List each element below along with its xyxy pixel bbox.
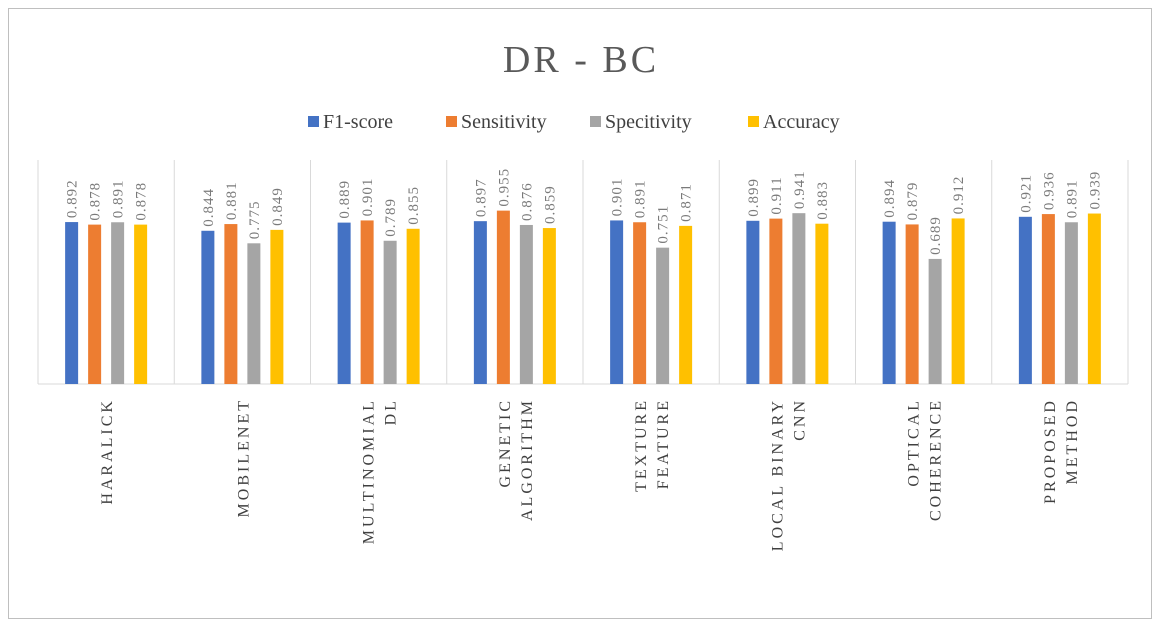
bar-f1-score-5 — [746, 220, 760, 384]
bar-f1-score-0 — [65, 222, 79, 384]
data-label: 0.878 — [88, 182, 104, 221]
bar-accuracy-1 — [270, 229, 284, 384]
legend-item-specitivity: Specitivity — [590, 111, 692, 133]
bar-specitivity-3 — [519, 224, 533, 384]
bar-sensitivity-5 — [769, 218, 783, 384]
data-label: 0.879 — [905, 182, 921, 221]
bar-specitivity-0 — [111, 222, 125, 384]
data-label: 0.891 — [111, 179, 127, 218]
category-label: ALGORITHM — [519, 398, 536, 521]
category-label: GENETIC — [497, 398, 514, 487]
category-label: MULTINOMIAL — [361, 398, 378, 544]
legend-swatch — [748, 116, 759, 127]
data-label: 0.844 — [201, 188, 217, 227]
bar-specitivity-2 — [383, 240, 397, 384]
legend-swatch — [446, 116, 457, 127]
bar-sensitivity-3 — [496, 210, 510, 384]
category-label: LOCAL BINARY — [769, 398, 786, 551]
category-label: PROPOSED — [1042, 398, 1059, 504]
category-label: CNN — [791, 398, 808, 441]
bar-sensitivity-0 — [88, 224, 102, 384]
data-label: 0.751 — [656, 205, 672, 244]
data-label: 0.889 — [337, 180, 353, 219]
legend-swatch — [308, 116, 319, 127]
bar-accuracy-6 — [951, 218, 965, 384]
legend-label: Accuracy — [763, 111, 840, 133]
data-label: 0.859 — [542, 185, 558, 224]
plot-area: 0.892 0.878 0.891 0.878 HARALICK 0.844 0.881 0.… — [37, 160, 1129, 551]
category-label: COHERENCE — [928, 398, 945, 521]
bar-sensitivity-2 — [360, 220, 374, 384]
data-label: 0.689 — [928, 216, 944, 255]
data-label: 0.911 — [769, 176, 785, 214]
bar-specitivity-6 — [928, 258, 942, 384]
bar-specitivity-7 — [1064, 222, 1078, 384]
category-label: HARALICK — [99, 398, 116, 505]
data-label: 0.936 — [1041, 171, 1057, 210]
legend-item-f1-score: F1-score — [308, 111, 393, 133]
legend-item-accuracy: Accuracy — [748, 111, 840, 133]
data-label: 0.892 — [65, 179, 81, 218]
legend: F1-score Sensitivity Specitivity Accuracy — [308, 111, 840, 133]
data-label: 0.891 — [633, 179, 649, 218]
data-label: 0.789 — [383, 198, 399, 237]
legend-swatch — [590, 116, 601, 127]
legend-label: F1-score — [323, 111, 393, 133]
bar-specitivity-1 — [247, 243, 261, 384]
bar-f1-score-1 — [201, 230, 215, 384]
bar-accuracy-7 — [1087, 213, 1101, 384]
data-label: 0.891 — [1064, 179, 1080, 218]
data-label: 0.894 — [882, 179, 898, 218]
category-label: METHOD — [1064, 398, 1081, 484]
bar-f1-score-3 — [473, 221, 487, 384]
bar-f1-score-7 — [1018, 216, 1032, 384]
legend-label: Specitivity — [605, 111, 692, 133]
data-label: 0.883 — [815, 181, 831, 220]
category-label: OPTICAL — [906, 398, 923, 487]
data-label: 0.897 — [473, 178, 489, 217]
data-label: 0.876 — [519, 182, 535, 221]
bar-specitivity-5 — [792, 213, 806, 384]
data-label: 0.899 — [746, 178, 762, 217]
data-label: 0.921 — [1018, 174, 1034, 213]
category-label: FEATURE — [655, 398, 672, 489]
bar-f1-score-4 — [610, 220, 624, 384]
category-label: MOBILENET — [235, 398, 252, 517]
bar-sensitivity-7 — [1041, 214, 1055, 384]
bar-sensitivity-6 — [905, 224, 919, 384]
data-label: 0.901 — [610, 178, 626, 217]
data-label: 0.912 — [951, 176, 967, 215]
category-label: DL — [383, 398, 400, 425]
data-label: 0.881 — [224, 181, 240, 220]
legend-label: Sensitivity — [461, 111, 547, 133]
chart-title: DR - BC — [503, 39, 659, 81]
bar-accuracy-5 — [815, 223, 829, 384]
bar-f1-score-6 — [882, 221, 896, 384]
data-label: 0.878 — [134, 182, 150, 221]
bar-accuracy-4 — [679, 225, 693, 384]
category-label: TEXTURE — [633, 398, 650, 492]
legend-item-sensitivity: Sensitivity — [446, 111, 547, 133]
bar-accuracy-0 — [134, 224, 148, 384]
bar-accuracy-2 — [406, 228, 420, 384]
bar-sensitivity-1 — [224, 224, 238, 384]
data-label: 0.901 — [360, 178, 376, 217]
data-label: 0.955 — [496, 168, 512, 207]
data-label: 0.775 — [247, 201, 263, 240]
data-label: 0.941 — [792, 170, 808, 209]
data-label: 0.939 — [1087, 171, 1103, 210]
data-label: 0.871 — [679, 183, 695, 222]
bar-specitivity-4 — [656, 247, 670, 384]
data-label: 0.849 — [270, 187, 286, 226]
data-label: 0.855 — [406, 186, 422, 225]
bar-accuracy-3 — [542, 228, 556, 384]
bar-f1-score-2 — [337, 222, 351, 384]
bar-sensitivity-4 — [633, 222, 647, 384]
